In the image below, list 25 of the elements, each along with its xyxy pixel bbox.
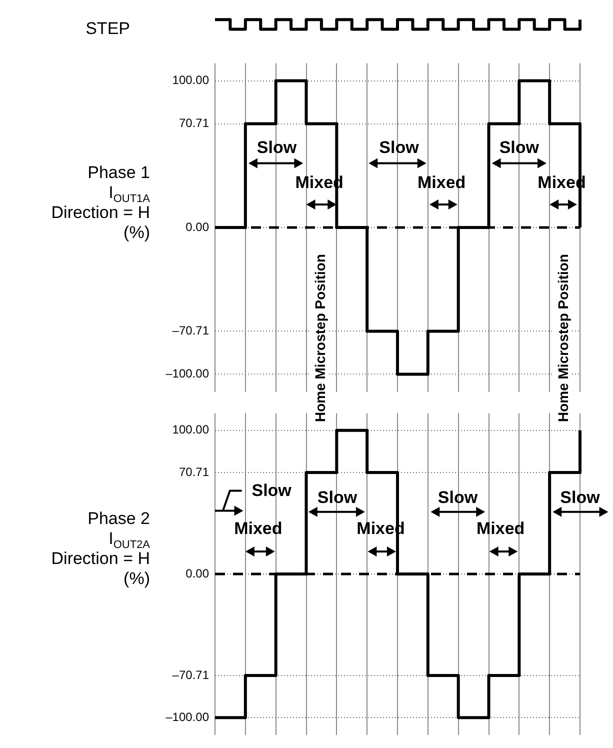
y-tick-label: 0.00 [186,220,210,234]
annotation: Mixed [234,519,282,538]
y-axis-title: Phase 2 I$_{OUT2A}$ Direction = H (%) [50,509,150,589]
y-tick-label: 100.00 [172,422,210,437]
annotation: Slow [379,138,419,158]
y-axis-title: Phase 1 I$_{OUT1A}$ Direction = H (%) [50,162,150,242]
y-tick-label: 70.71 [178,464,210,479]
annotation: Home Microstep Position [310,252,329,424]
y-tick-label: –70.71 [172,324,210,338]
annotation: Home Microstep Position [554,252,572,424]
y-tick-label: –100.00 [166,366,210,381]
annotation: Mixed [476,519,525,538]
annotation: Mixed [418,173,466,192]
annotation: Slow [256,138,297,158]
y-tick-label: –100.00 [166,710,210,724]
annotation: Slow [438,488,478,507]
annotation: Slow [252,480,292,500]
annotation: Slow [499,138,539,158]
y-tick-label: 100.00 [172,73,210,88]
y-tick-label: 70.71 [178,116,210,130]
annotation: Slow [560,488,600,507]
annotation: Slow [317,488,358,507]
y-tick-label: 0.00 [186,566,210,580]
y-axis-title: STEP [84,19,130,40]
y-tick-label: –70.71 [172,668,210,682]
